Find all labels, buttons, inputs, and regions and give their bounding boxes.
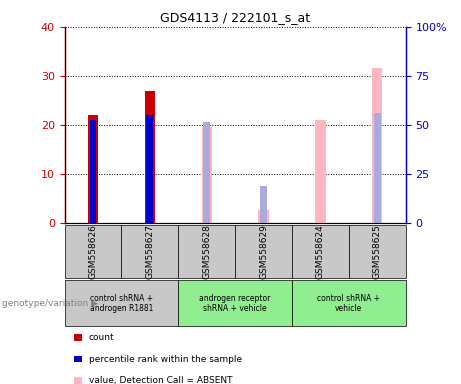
Text: GSM558624: GSM558624 [316, 224, 325, 279]
Text: GSM558626: GSM558626 [89, 224, 97, 279]
Bar [89, 120, 96, 223]
Bar [315, 120, 325, 223]
Title: GDS4113 / 222101_s_at: GDS4113 / 222101_s_at [160, 11, 310, 24]
Bar [374, 113, 381, 223]
Text: GSM558628: GSM558628 [202, 224, 211, 279]
Text: control shRNA +
vehicle: control shRNA + vehicle [317, 294, 380, 313]
Bar [259, 210, 269, 223]
Text: value, Detection Call = ABSENT: value, Detection Call = ABSENT [89, 376, 232, 384]
Text: GSM558625: GSM558625 [373, 224, 382, 279]
Bar [260, 186, 267, 223]
Bar [88, 115, 98, 223]
Text: percentile rank within the sample: percentile rank within the sample [89, 354, 242, 364]
Bar [147, 115, 153, 223]
Text: count: count [89, 333, 115, 343]
Bar [203, 122, 210, 223]
Bar [201, 127, 212, 223]
Text: GSM558629: GSM558629 [259, 224, 268, 279]
Bar [145, 91, 155, 223]
Text: control shRNA +
androgen R1881: control shRNA + androgen R1881 [90, 294, 153, 313]
Text: genotype/variation ▶: genotype/variation ▶ [2, 299, 98, 308]
Text: androgen receptor
shRNA + vehicle: androgen receptor shRNA + vehicle [200, 294, 271, 313]
Bar [372, 68, 382, 223]
Text: GSM558627: GSM558627 [145, 224, 154, 279]
